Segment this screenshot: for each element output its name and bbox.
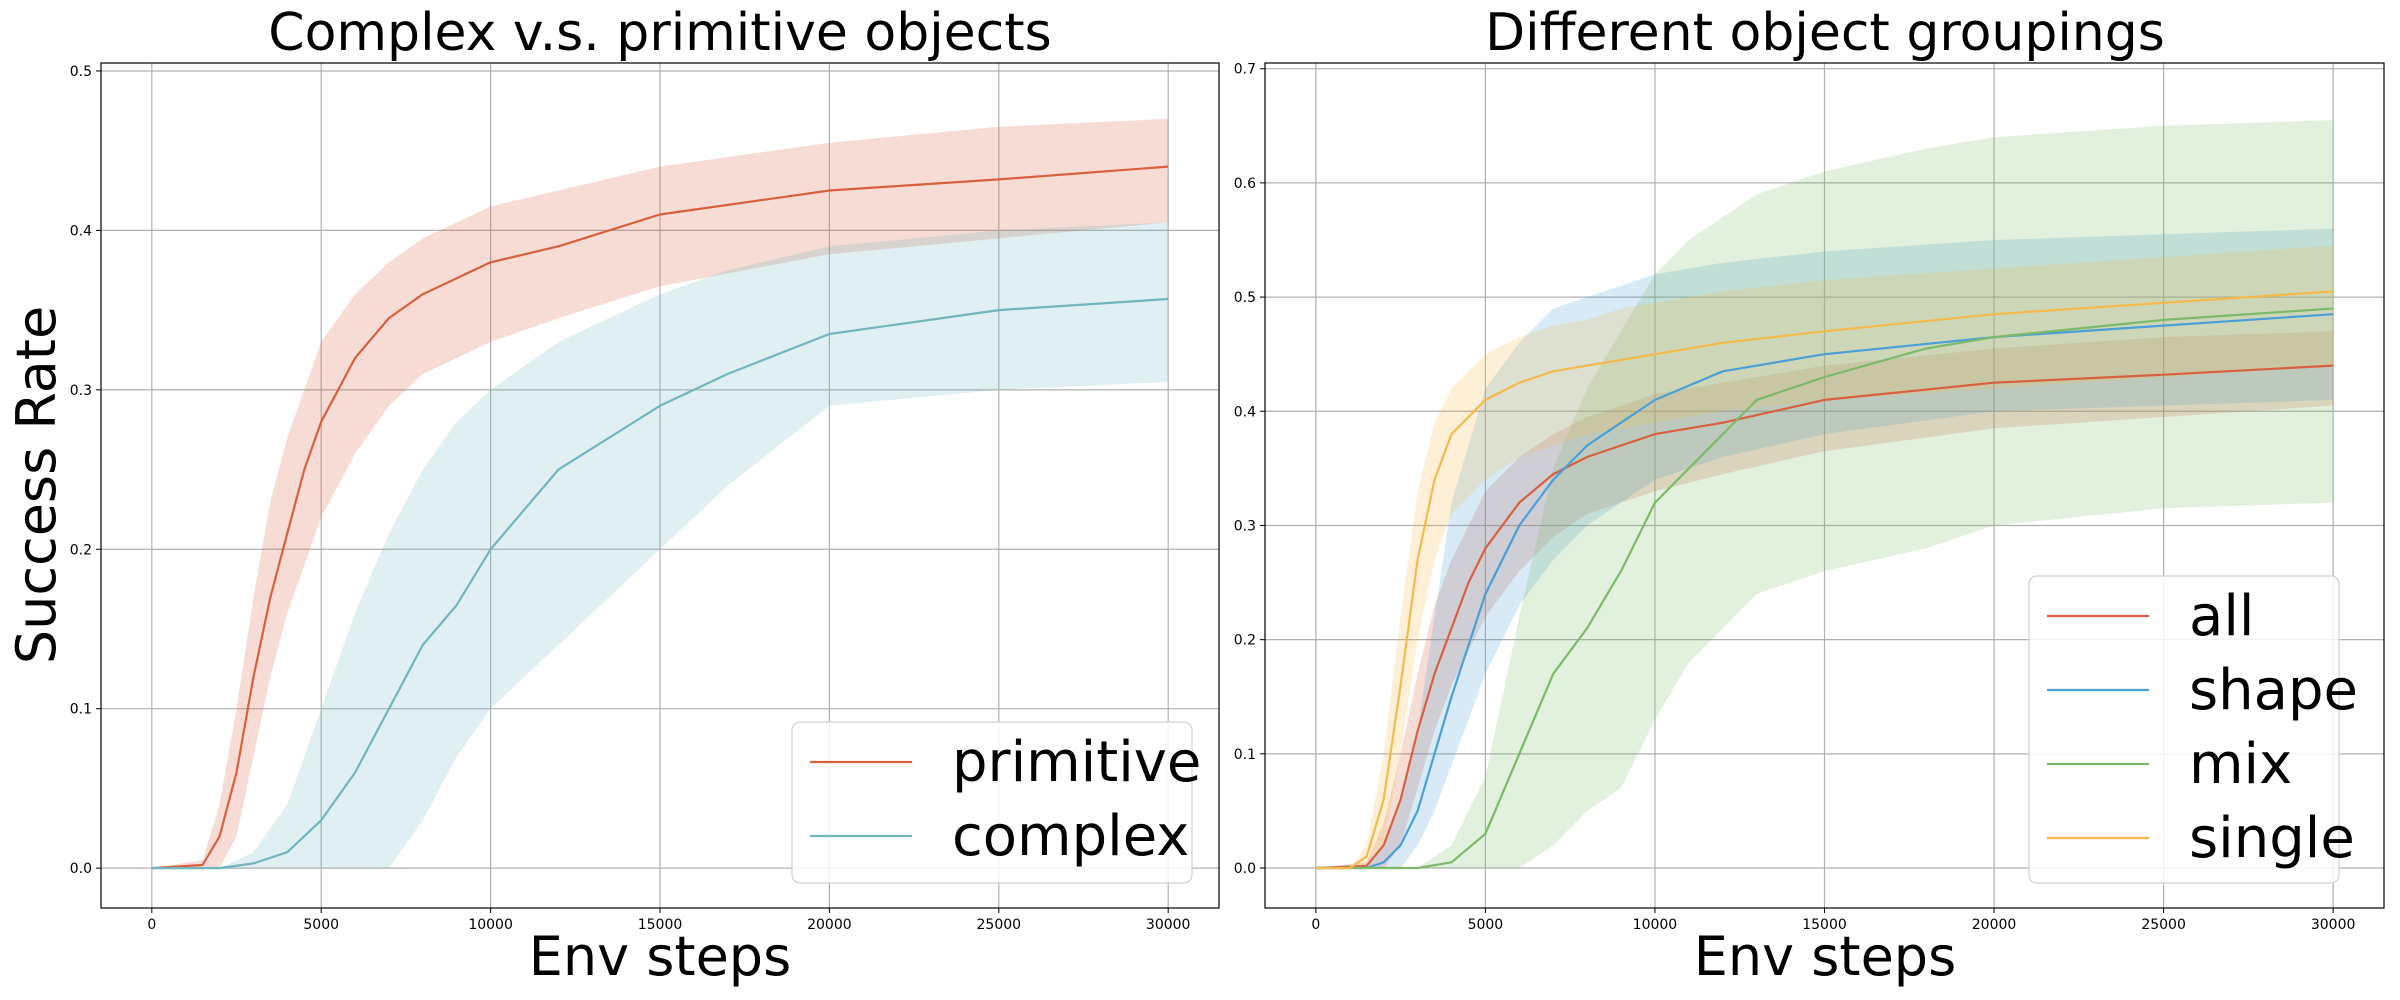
- series-line-complex: [151, 297, 1169, 870]
- series-line-mix: [1315, 307, 2334, 870]
- legend-label-shape: shape: [2189, 658, 2358, 723]
- series-line-primitive: [151, 165, 1169, 870]
- x-tick-label: 20000: [807, 917, 852, 933]
- x-axis-label: Env steps: [529, 925, 791, 988]
- y-tick-label: 0.7: [1234, 62, 1256, 78]
- x-tick-label: 15000: [638, 917, 683, 933]
- x-tick-label: 25000: [2141, 917, 2186, 933]
- y-tick-label: 0.1: [70, 702, 92, 718]
- band-single: [1315, 245, 2334, 868]
- band-shape: [1315, 228, 2334, 869]
- y-tick-label: 0.6: [1234, 176, 1256, 192]
- y-tick-label: 0.1: [1234, 747, 1256, 763]
- x-tick-label: 10000: [1633, 917, 1678, 933]
- chart-title: Complex v.s. primitive objects: [268, 3, 1051, 63]
- y-tick-label: 0.0: [1234, 861, 1256, 877]
- legend: all shape mix single: [2028, 575, 2358, 884]
- y-tick-label: 0.3: [70, 383, 92, 399]
- y-tick-label: 0.3: [1234, 518, 1256, 534]
- x-tick-label: 30000: [2311, 917, 2356, 933]
- y-tick-label: 0.4: [70, 223, 92, 239]
- x-tick-label: 10000: [468, 917, 513, 933]
- x-tick-label: 0: [1311, 917, 1320, 933]
- x-tick-label: 30000: [1146, 917, 1191, 933]
- series-line-shape: [1315, 313, 2334, 870]
- y-tick-label: 0.5: [70, 64, 92, 80]
- chart-left-complex-vs-primitive: 0 5000 10000 15000 20000 25000 30000 0.0 0.1 0.2 0…: [5, 3, 1220, 988]
- band-complex: [151, 222, 1169, 869]
- legend-label-single: single: [2189, 806, 2355, 871]
- legend-label-mix: mix: [2189, 732, 2292, 797]
- x-tick-label: 25000: [977, 917, 1022, 933]
- chart-right-object-groupings: 0 5000 10000 15000 20000 25000 30000 0.0 0.1 0.2 0…: [1234, 3, 2385, 988]
- legend-label-all: all: [2189, 584, 2254, 649]
- legend: primitive complex: [791, 721, 1201, 884]
- y-tick-label: 0.4: [1234, 404, 1256, 420]
- x-tick-label: 15000: [1802, 917, 1847, 933]
- y-axis-label: Success Rate: [5, 306, 68, 664]
- band-mix: [1315, 120, 2334, 869]
- x-tick-label: 5000: [303, 917, 339, 933]
- chart-title: Different object groupings: [1485, 3, 2165, 63]
- y-tick-label: 0.5: [1234, 290, 1256, 306]
- y-tick-label: 0.2: [70, 542, 92, 558]
- legend-label-primitive: primitive: [952, 730, 1201, 795]
- series-line-single: [1315, 290, 2334, 870]
- x-tick-label: 5000: [1468, 917, 1504, 933]
- x-axis-label: Env steps: [1694, 925, 1956, 988]
- x-tick-label: 0: [147, 917, 156, 933]
- legend-label-complex: complex: [952, 804, 1189, 869]
- y-tick-label: 0.2: [1234, 633, 1256, 649]
- legend-box: [2028, 575, 2340, 884]
- x-tick-label: 20000: [1972, 917, 2017, 933]
- series-line-all: [1315, 364, 2334, 870]
- y-tick-label: 0.0: [70, 861, 92, 877]
